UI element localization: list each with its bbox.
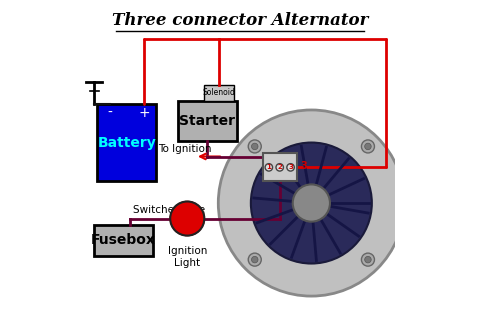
FancyBboxPatch shape [94,225,153,256]
Circle shape [276,164,283,171]
Text: To Ignition: To Ignition [158,144,211,154]
Circle shape [248,253,261,266]
Circle shape [361,253,374,266]
Text: -: - [107,106,112,120]
Text: 2: 2 [277,164,282,170]
Text: Switched Live: Switched Live [132,205,205,215]
Text: 3: 3 [300,161,307,171]
Circle shape [252,143,258,150]
Circle shape [293,184,330,222]
Text: Solenoid: Solenoid [203,88,236,97]
Text: Battery: Battery [97,136,156,150]
Circle shape [365,143,371,150]
Text: Three connector Alternator: Three connector Alternator [112,12,368,28]
Text: 3: 3 [288,164,293,170]
FancyBboxPatch shape [97,104,156,181]
Circle shape [170,202,204,236]
Circle shape [265,164,273,171]
Circle shape [252,256,258,263]
Circle shape [218,110,405,296]
Circle shape [287,164,294,171]
Circle shape [365,256,371,263]
Text: +: + [138,106,150,120]
Text: 1: 1 [266,164,271,170]
Circle shape [361,140,374,153]
Circle shape [251,142,372,264]
FancyBboxPatch shape [204,85,234,101]
FancyBboxPatch shape [178,101,237,141]
Circle shape [248,140,261,153]
Text: Fusebox: Fusebox [91,233,156,247]
FancyBboxPatch shape [263,153,298,181]
Text: Starter: Starter [180,114,235,128]
Text: Ignition
Light: Ignition Light [168,246,207,268]
